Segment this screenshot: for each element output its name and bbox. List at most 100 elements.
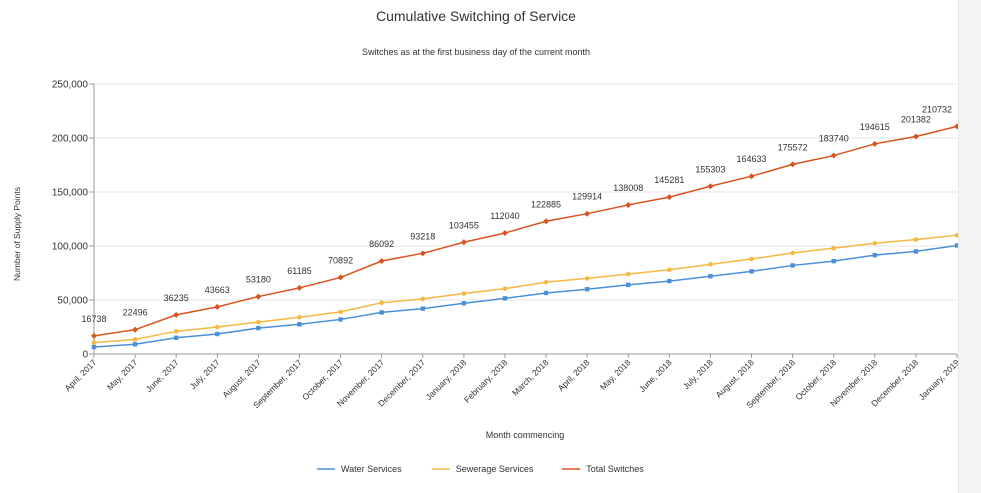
data-point	[872, 252, 878, 258]
data-point	[297, 314, 302, 320]
data-point	[584, 287, 590, 292]
data-point	[749, 256, 754, 262]
data-point	[789, 161, 796, 168]
data-label: 138008	[613, 183, 643, 193]
data-label: 155303	[695, 164, 725, 174]
data-point	[543, 279, 549, 285]
data-point	[132, 342, 138, 347]
series-line	[93, 234, 958, 344]
data-point	[626, 282, 631, 288]
y-tick-label: 200,000	[52, 134, 89, 145]
data-point	[954, 243, 960, 248]
legend-entry: Sewerage Services	[456, 464, 534, 474]
x-tick-label: October, 2017	[300, 357, 345, 402]
data-point	[625, 201, 632, 208]
data-point	[707, 183, 714, 190]
data-point	[338, 317, 343, 322]
data-point	[790, 250, 795, 256]
data-label: 210732	[922, 104, 952, 114]
data-point	[420, 306, 425, 311]
data-point	[256, 319, 261, 325]
data-point	[584, 210, 591, 217]
x-tick-label: March, 2018	[510, 357, 551, 398]
data-point	[461, 291, 467, 296]
data-point	[667, 278, 672, 284]
data-point	[913, 237, 919, 242]
x-axis-label: Month commencing	[486, 430, 565, 440]
vertical-scrollbar[interactable]	[958, 0, 981, 493]
data-point	[913, 249, 919, 254]
data-point	[379, 310, 384, 315]
y-axis-label: Number of Supply Points	[12, 187, 22, 281]
y-axis: 0 50,000 100,000 150,000 200,000 250,000	[52, 80, 95, 361]
data-point	[460, 239, 467, 246]
x-tick-label: June, 2017	[144, 357, 181, 394]
data-point	[790, 263, 795, 268]
data-label: 201382	[901, 115, 931, 125]
data-label: 129914	[572, 192, 602, 202]
data-label: 43663	[205, 285, 230, 295]
data-point	[419, 250, 426, 257]
data-label: 22496	[123, 308, 148, 318]
data-point	[708, 274, 713, 279]
data-point	[173, 335, 179, 340]
x-tick-label: January, 2019	[917, 357, 962, 402]
data-point	[297, 322, 302, 327]
data-point	[543, 290, 549, 296]
data-point	[132, 337, 138, 342]
data-point	[296, 284, 303, 291]
y-tick-label: 0	[82, 350, 88, 361]
data-point	[379, 300, 384, 306]
y-tick-label: 150,000	[52, 188, 89, 199]
data-label: 70892	[328, 255, 353, 265]
data-point	[173, 311, 180, 318]
data-point	[337, 274, 344, 281]
x-tick-label: May, 2017	[105, 357, 140, 392]
data-label: 61185	[287, 266, 311, 276]
x-tick-label: August, 2017	[220, 357, 263, 400]
data-label: 16738	[81, 314, 106, 324]
data-point	[502, 296, 508, 301]
data-point	[502, 286, 508, 291]
x-tick-label: February, 2018	[462, 357, 510, 405]
data-point	[912, 133, 919, 140]
x-tick-label: July, 2018	[681, 357, 715, 391]
data-label: 145281	[654, 175, 684, 185]
x-tick-label: January, 2018	[424, 357, 469, 402]
data-point	[91, 344, 97, 350]
data-label: 194615	[860, 122, 890, 132]
y-tick-label: 50,000	[57, 296, 88, 307]
x-tick-label: May, 2018	[598, 357, 633, 392]
data-point	[420, 296, 426, 302]
x-tick-label: April, 2018	[556, 357, 592, 393]
data-label: 103455	[449, 220, 479, 230]
data-point	[543, 218, 550, 225]
y-tick-label: 250,000	[52, 80, 89, 91]
data-point	[667, 267, 672, 273]
chart-subtitle: Switches as at the first business day of…	[362, 47, 590, 57]
data-label: 112040	[490, 211, 519, 221]
data-label: 93218	[410, 231, 435, 241]
legend: Water Services Sewerage Services Total Swi…	[317, 464, 644, 474]
data-label: 53180	[246, 275, 271, 285]
series-line	[93, 125, 958, 337]
x-tick-label: August, 2018	[713, 357, 756, 400]
data-point	[91, 340, 97, 345]
data-point	[625, 271, 631, 277]
legend-entry: Water Services	[341, 464, 402, 474]
data-point	[91, 332, 97, 339]
data-point	[378, 258, 385, 265]
data-point	[215, 331, 220, 337]
gridlines	[94, 83, 957, 355]
data-point	[461, 301, 467, 306]
data-point	[255, 293, 262, 300]
data-point	[214, 303, 221, 310]
data-label: 86092	[369, 239, 394, 249]
data-point	[214, 324, 220, 330]
data-point	[501, 229, 508, 236]
x-axis: April, 2017 May, 2017 June, 2017 July, 2017…	[63, 353, 962, 410]
data-point	[584, 276, 590, 281]
data-label: 175572	[778, 142, 808, 152]
data-point	[830, 152, 837, 159]
